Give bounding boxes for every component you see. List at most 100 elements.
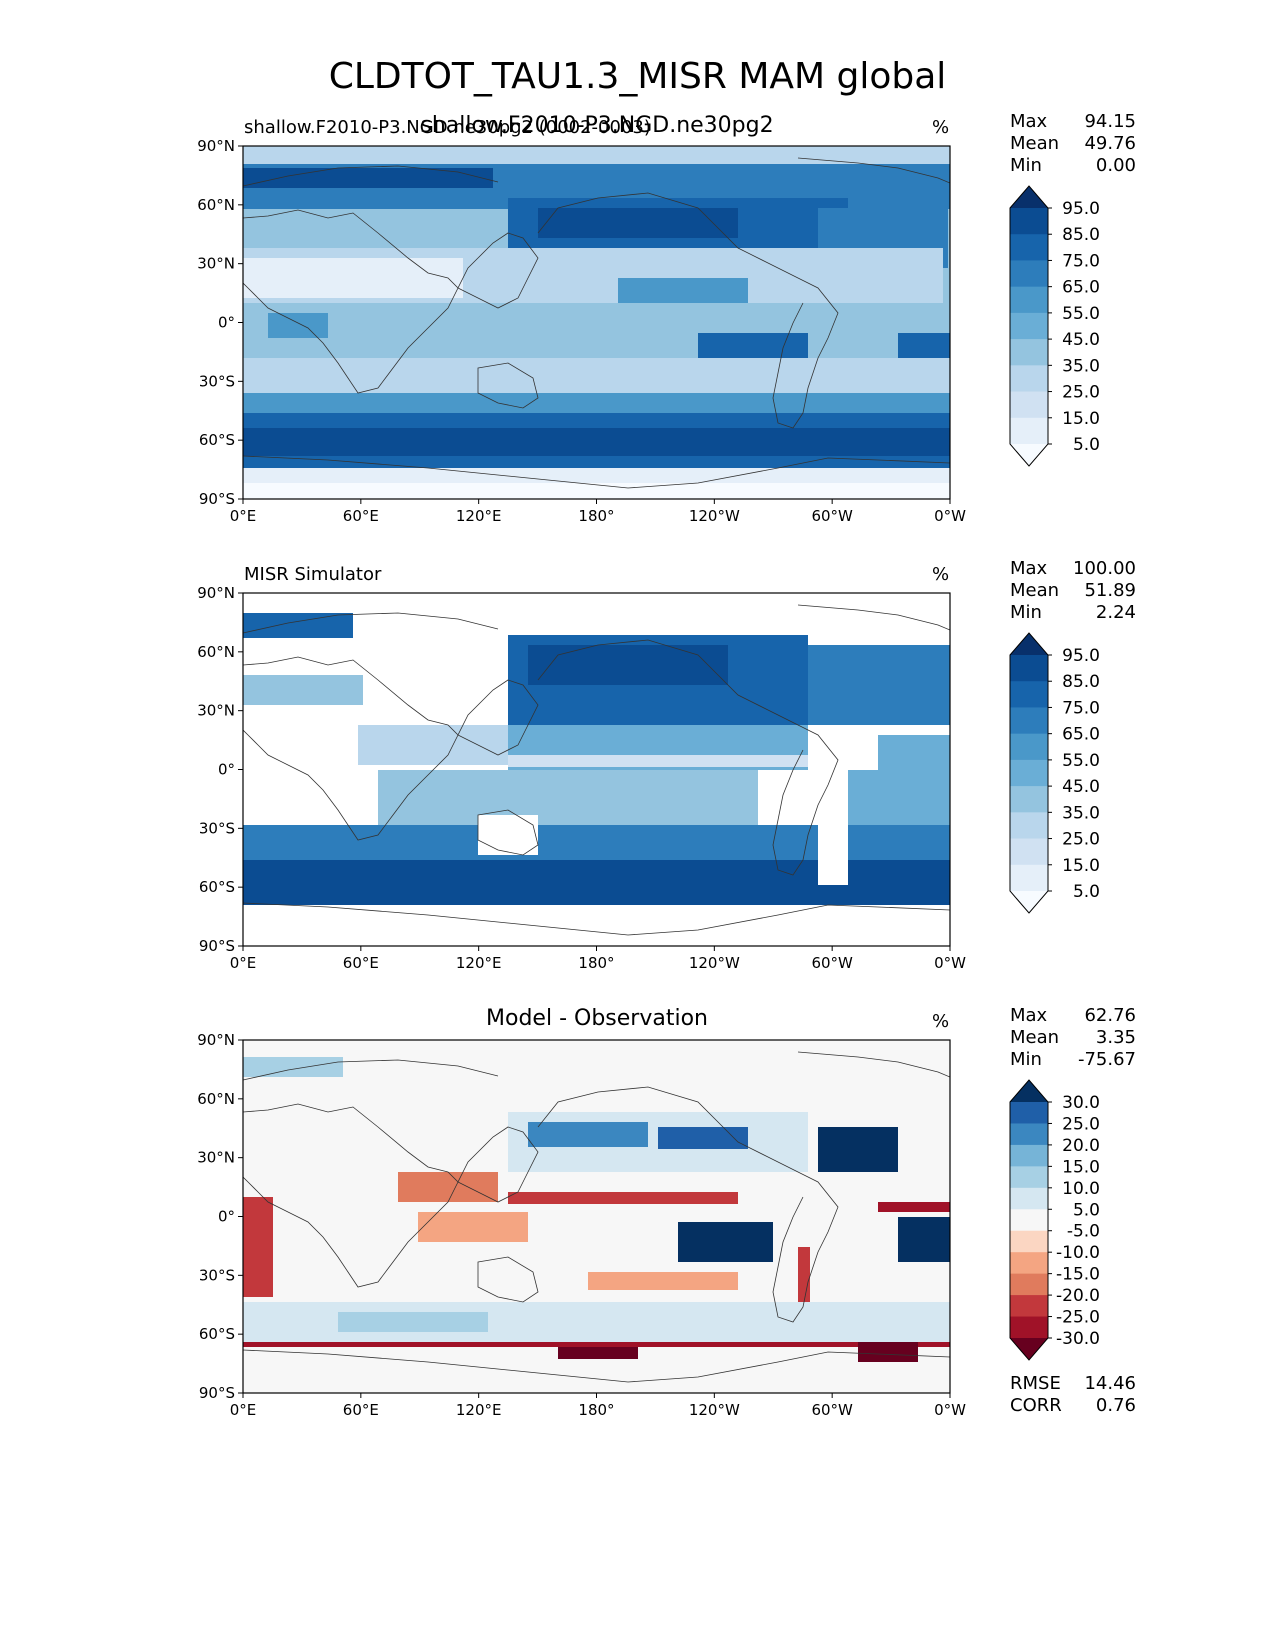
stats-model: Max 94.15 Mean 49.76 Min 0.00 [1010,111,1136,177]
colorbar-extend-bottom [1010,1338,1048,1360]
colorbar-tick-label: 55.0 [1062,304,1100,324]
x-tick-label: 120°E [456,1401,502,1419]
x-tick-label: 60°E [343,1401,379,1419]
y-tick-label: 90°S [199,1384,235,1402]
colorbar-swatch [1010,786,1048,813]
x-tick-label: 60°W [811,1401,853,1419]
stat-min-label: Min [1010,602,1042,623]
colorbar-tick-label: -25.0 [1056,1308,1100,1328]
colorbar-tick-label: 25.0 [1062,1114,1100,1134]
stats-diff: Max 62.76 Mean 3.35 Min -75.67 [1010,1005,1136,1071]
x-tick-label: 120°W [689,507,740,525]
figure-title: CLDTOT_TAU1.3_MISR MAM global [328,56,947,97]
colorbar-tick-label: 5.0 [1073,435,1100,455]
colorbar-tick-label: 35.0 [1062,803,1100,823]
map-obs: 0°E 60°E 120°E 180° 120°W 60°W 0°W 90°N 60°N 30°N… [197,584,966,972]
map-diff-field [243,1040,950,1393]
colorbar-tick-label: 25.0 [1062,830,1100,850]
colorbar-tick-label: 10.0 [1062,1179,1100,1199]
colorbar-swatch [1010,365,1048,393]
y-tick-label: 60°N [197,196,235,214]
panel-model-overlap-title: shallow.F2010-P3.NGD.ne30pg2 [420,113,774,138]
colorbar-tick-label: -20.0 [1056,1286,1100,1306]
y-tick-label: 30°S [199,372,235,390]
x-tick-label: 120°E [456,507,502,525]
stat-max-value: 94.15 [1084,111,1136,132]
x-tick-label: 0°E [230,954,257,972]
y-tick-label: 90°N [197,584,235,602]
colorbar-swatch [1010,1187,1048,1210]
x-tick-label: 0°W [934,954,966,972]
colorbar-tick-label: 15.0 [1062,409,1100,429]
stat-mean-value: 49.76 [1084,133,1136,154]
colorbar-diff: 30.025.020.015.010.05.0-5.0-10.0-15.0-20… [1009,1079,1100,1361]
colorbar-swatch [1010,417,1048,445]
colorbar-tick-label: 30.0 [1062,1093,1100,1113]
colorbar-swatch [1010,681,1048,708]
colorbar-swatch [1010,1166,1048,1189]
colorbar-tick-label: -15.0 [1056,1265,1100,1285]
metric-rmse-value: 14.46 [1084,1373,1136,1394]
stat-min-value: 0.00 [1095,155,1136,176]
x-tick-label: 0°E [230,507,257,525]
colorbar-tick-label: 85.0 [1062,225,1100,245]
y-tick-label: 90°S [199,490,235,508]
y-tick-label: 60°S [199,878,235,896]
x-tick-label: 180° [578,1401,614,1419]
map-diff: 0°E 60°E 120°E 180° 120°W 60°W 0°W 90°N 60°N 30°N… [197,1031,966,1419]
metrics-diff: RMSE 14.46 CORR 0.76 [1010,1373,1136,1417]
x-tick-label: 180° [578,954,614,972]
stat-max-value: 62.76 [1084,1005,1136,1026]
panel-diff-units: % [932,1011,950,1032]
colorbar-tick-label: -30.0 [1056,1329,1100,1349]
panel-obs-left-title: MISR Simulator [244,564,382,585]
coastlines-model [243,157,950,489]
y-tick-label: 30°N [197,255,235,273]
colorbar-tick-label: -5.0 [1067,1222,1100,1242]
axis-ticks-diff: 0°E 60°E 120°E 180° 120°W 60°W 0°W 90°N 60°N 30°N… [197,1031,966,1419]
colorbar-swatch [1010,260,1048,288]
stat-mean-label: Mean [1010,1027,1060,1048]
stat-max-value: 100.00 [1073,558,1136,579]
x-tick-label: 60°E [343,954,379,972]
metric-corr-label: CORR [1010,1395,1062,1416]
colorbar-swatch [1010,1230,1048,1253]
metric-rmse-label: RMSE [1010,1373,1061,1394]
axis-ticks-model: 0°E 60°E 120°E 180° 120°W 60°W 0°W 90°N 60°N 30°N… [197,137,966,525]
y-tick-label: 30°N [197,702,235,720]
colorbar-swatch [1010,208,1048,235]
x-tick-label: 120°E [456,954,502,972]
colorbar-tick-label: 95.0 [1062,646,1100,666]
coastlines-diff [243,1051,950,1383]
y-tick-label: 30°S [199,1266,235,1284]
colorbar-tick-label: 65.0 [1062,278,1100,298]
x-tick-label: 60°E [343,507,379,525]
colorbar-extend-bottom [1010,444,1048,466]
stat-mean-label: Mean [1010,580,1060,601]
colorbar-swatch [1010,759,1048,787]
colorbar-swatch [1010,733,1048,761]
colorbar-tick-label: 35.0 [1062,356,1100,376]
colorbar-swatch [1010,1273,1048,1296]
colorbar-tick-label: 75.0 [1062,698,1100,718]
y-tick-label: 90°S [199,937,235,955]
colorbar-extend-top [1010,186,1048,208]
colorbar-extend-top [1010,1080,1048,1102]
colorbar-tick-label: 5.0 [1073,1200,1100,1220]
colorbar-swatch [1010,286,1048,314]
axis-ticks-obs: 0°E 60°E 120°E 180° 120°W 60°W 0°W 90°N 60°N 30°N… [197,584,966,972]
y-tick-label: 60°S [199,431,235,449]
colorbar-tick-label: 45.0 [1062,777,1100,797]
panel-obs-units: % [932,564,950,585]
colorbar-tick-label: 95.0 [1062,199,1100,219]
stats-obs: Max 100.00 Mean 51.89 Min 2.24 [1010,558,1136,624]
metric-corr-value: 0.76 [1095,1395,1136,1416]
coastlines-obs [243,604,950,936]
map-model-field [243,146,950,499]
stat-min-value: -75.67 [1077,1049,1136,1070]
colorbar-tick-label: 75.0 [1062,251,1100,271]
stat-min-label: Min [1010,155,1042,176]
colorbar-swatch [1010,234,1048,261]
colorbar-swatch [1010,1102,1048,1124]
x-tick-label: 120°W [689,1401,740,1419]
